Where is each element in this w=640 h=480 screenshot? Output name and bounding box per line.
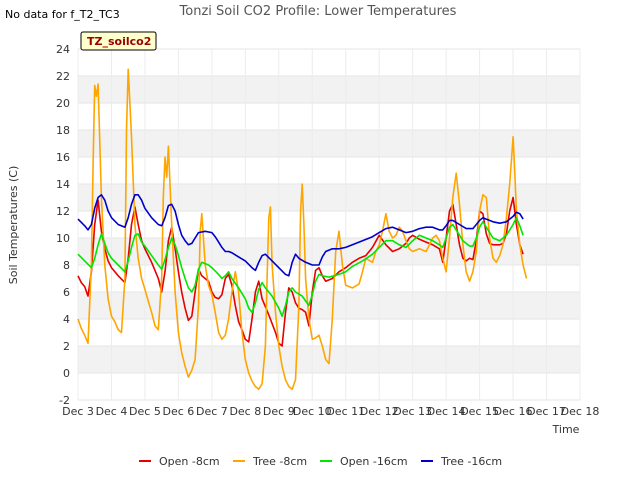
- x-tick-label: Dec 8: [229, 405, 261, 418]
- y-tick-label: 4: [63, 313, 70, 326]
- plot-bands: [78, 49, 580, 400]
- tag-badge-box: [80, 31, 157, 51]
- y-tick-label: 10: [56, 232, 70, 245]
- y-tick-label: 24: [56, 43, 70, 56]
- plot-band: [78, 157, 580, 184]
- y-axis-label: Soil Temperatures (C): [7, 166, 20, 285]
- x-tick-label: Dec 10: [293, 405, 332, 418]
- plot-band: [78, 238, 580, 265]
- y-tick-label: 6: [63, 286, 70, 299]
- series-lines: [77, 68, 528, 390]
- plot-band: [78, 373, 580, 400]
- x-tick-label: Dec 7: [196, 405, 228, 418]
- chart-title: Tonzi Soil CO2 Profile: Lower Temperatur…: [179, 4, 457, 19]
- x-tick-label: Dec 4: [96, 405, 128, 418]
- plot-band: [78, 130, 580, 157]
- y-tick-label: -2: [59, 394, 70, 407]
- y-tick-label: 22: [56, 70, 70, 83]
- legend-label-open-8cm: Open -8cm: [159, 455, 220, 468]
- plot-band: [78, 76, 580, 103]
- y-tick-label: 12: [56, 205, 70, 218]
- plot-band: [78, 103, 580, 130]
- x-axis-label: Time: [552, 423, 580, 436]
- plot-band: [78, 184, 580, 211]
- y-tick-label: 0: [63, 367, 70, 380]
- legend-item-open-8cm: Open -8cm: [139, 455, 220, 468]
- x-tick-label: Dec 13: [393, 405, 432, 418]
- x-tick-label: Dec 15: [460, 405, 499, 418]
- legend: Open -8cm Tree -8cm Open -16cm Tree -16c…: [139, 455, 502, 468]
- plot-band: [78, 292, 580, 319]
- x-tick-label: Dec 18: [561, 405, 600, 418]
- series-line-open-16cm: [77, 216, 524, 318]
- y-tick-label: 20: [56, 97, 70, 110]
- tag-badge: TZ_soilco2: [80, 31, 157, 51]
- series-line-tree-16cm: [77, 194, 524, 277]
- legend-item-tree-16cm: Tree -16cm: [421, 455, 502, 468]
- plot-band: [78, 265, 580, 292]
- series-line-tree-8cm: [77, 68, 528, 390]
- x-tick-label: Dec 16: [494, 405, 533, 418]
- y-tick-label: 8: [63, 259, 70, 272]
- x-tick-label: Dec 5: [129, 405, 161, 418]
- legend-label-open-16cm: Open -16cm: [340, 455, 408, 468]
- legend-label-tree-8cm: Tree -8cm: [252, 455, 307, 468]
- y-tick-label: 14: [56, 178, 70, 191]
- x-tick-label: Dec 6: [163, 405, 195, 418]
- x-tick-label: Dec 9: [263, 405, 295, 418]
- no-data-note: No data for f_T2_TC3: [5, 8, 120, 21]
- x-tick-label: Dec 11: [326, 405, 365, 418]
- x-tick-label: Dec 12: [360, 405, 399, 418]
- x-tick-label: Dec 14: [427, 405, 466, 418]
- plot-band: [78, 319, 580, 346]
- x-tick-label: Dec 17: [527, 405, 566, 418]
- y-tick-label: 18: [56, 124, 70, 137]
- legend-item-open-16cm: Open -16cm: [320, 455, 408, 468]
- y-tick-label: 2: [63, 340, 70, 353]
- tag-badge-label: TZ_soilco2: [87, 35, 151, 48]
- legend-item-tree-8cm: Tree -8cm: [233, 455, 307, 468]
- plot-band: [78, 49, 580, 76]
- y-tick-label: 16: [56, 151, 70, 164]
- x-tick-label: Dec 3: [62, 405, 94, 418]
- legend-label-tree-16cm: Tree -16cm: [440, 455, 502, 468]
